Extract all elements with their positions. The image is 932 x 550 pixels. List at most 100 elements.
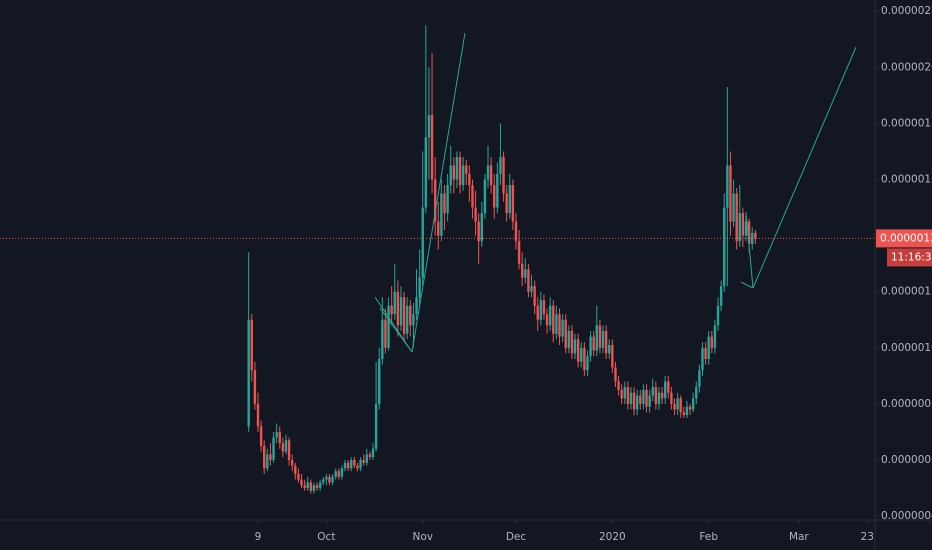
candle-body <box>548 305 552 326</box>
candle-body <box>461 165 465 186</box>
candle-body <box>415 297 418 315</box>
candle-body <box>667 381 670 393</box>
candle-body <box>514 221 518 242</box>
candle-body <box>564 319 567 348</box>
candle-body <box>508 185 511 214</box>
countdown-badge <box>887 248 932 267</box>
candle-body <box>595 325 599 351</box>
candle-body <box>676 398 679 410</box>
candle-body <box>744 221 748 236</box>
last-price-label: 0.00000139 <box>880 232 932 244</box>
x-tick-label: Feb <box>699 531 718 543</box>
candle-body <box>517 241 521 264</box>
candle-body <box>639 395 642 404</box>
price-overlay: 0.00000139 11:16:36 <box>0 229 932 267</box>
candle-body <box>673 403 676 410</box>
candle-body <box>663 381 667 399</box>
candle-body <box>499 157 502 174</box>
candle-body <box>424 137 428 208</box>
candle-body <box>608 344 611 354</box>
candle-body <box>735 193 738 242</box>
candle-body <box>337 471 341 477</box>
candle-body <box>402 297 406 334</box>
candle-body <box>480 213 483 242</box>
candle-body <box>356 465 359 469</box>
candle-body <box>449 165 452 186</box>
candle-body <box>626 387 630 404</box>
candle-body <box>427 114 431 138</box>
candle-body <box>747 221 751 245</box>
candle-body <box>253 370 257 404</box>
candle-body <box>384 319 387 348</box>
candle-body <box>555 314 558 334</box>
candle-body <box>468 173 471 186</box>
candle-body <box>754 232 757 239</box>
y-tick-label: 0.00000180 <box>881 117 932 129</box>
candle-body <box>598 325 602 348</box>
candle-body <box>300 479 303 486</box>
candle-body <box>558 314 561 337</box>
candle-body <box>632 392 636 410</box>
candle-body <box>263 445 266 469</box>
y-tick-label: 0.00000200 <box>881 61 932 73</box>
candle-body <box>483 179 487 214</box>
candle-body <box>726 165 729 208</box>
candle-body <box>396 291 400 326</box>
candle-body <box>247 319 250 427</box>
y-tick-label: 0.00000040 <box>881 510 932 522</box>
candle-body <box>378 359 381 404</box>
candle-body <box>719 286 723 306</box>
candle-body <box>701 347 704 371</box>
candle-body <box>465 165 468 174</box>
candle-body <box>331 476 334 483</box>
candle-body <box>592 336 595 351</box>
candle-body <box>567 330 571 348</box>
candle-body <box>452 165 456 180</box>
candle-body <box>256 403 260 427</box>
candle-body <box>399 297 403 326</box>
candle-body <box>654 387 658 404</box>
candle-body <box>328 476 331 483</box>
candle-body <box>315 485 319 489</box>
candle-body <box>533 286 536 306</box>
candle-body <box>346 462 350 469</box>
candle-body <box>409 305 412 326</box>
candle-body <box>474 207 477 222</box>
last-price-badge <box>876 229 932 248</box>
candle-body <box>723 207 726 287</box>
candle-body <box>530 286 533 292</box>
candle-body <box>729 165 732 222</box>
candle-body <box>611 344 614 368</box>
candle-body <box>458 157 462 186</box>
candle-body <box>477 221 480 242</box>
y-tick-label: 0.00000060 <box>881 454 932 466</box>
candle-body <box>751 232 754 245</box>
trend-line <box>745 211 754 289</box>
candle-body <box>620 389 623 399</box>
candle-body <box>570 330 574 354</box>
candle-body <box>393 291 396 315</box>
candle-body <box>586 356 589 371</box>
candle-body <box>636 395 639 410</box>
candle-body <box>539 300 543 320</box>
candle-body <box>710 336 714 348</box>
candle-body <box>601 330 605 348</box>
candle-body <box>685 406 689 416</box>
axes: 0.00000220 0.00000200 0.00000180 0.00000160… <box>255 5 932 543</box>
candle-body <box>443 193 446 214</box>
candle-body <box>589 336 592 357</box>
candle-body <box>325 476 328 480</box>
candle-body <box>433 179 437 222</box>
candle-body <box>561 319 564 337</box>
candle-body <box>269 454 272 460</box>
y-tick-label: 0.00000160 <box>881 174 932 186</box>
candle-body <box>713 325 717 348</box>
candle-body <box>390 305 393 315</box>
candle-body <box>741 213 745 236</box>
candle-body <box>353 459 356 466</box>
candle-body <box>318 482 322 489</box>
candle-body <box>642 389 645 404</box>
x-tick-label: 2020 <box>599 531 626 543</box>
